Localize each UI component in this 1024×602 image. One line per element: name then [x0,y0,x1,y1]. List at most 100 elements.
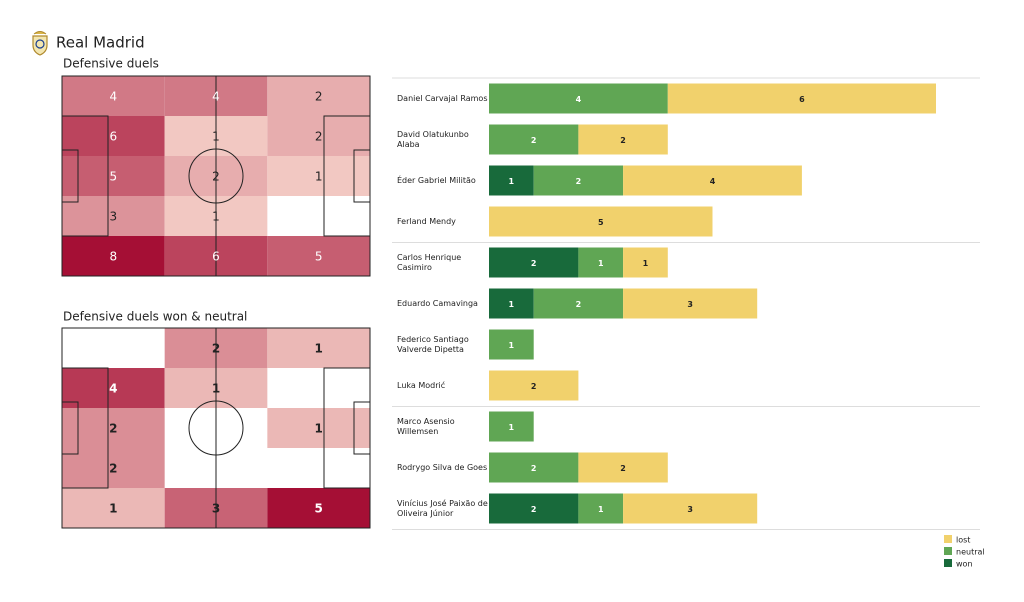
bar-segment [578,124,668,155]
bar-segment [489,370,579,401]
heat-cell [267,76,370,116]
bar-segment [489,165,534,196]
heat-cell [62,116,165,156]
player-label: Carlos Henrique Casimiro [397,252,462,272]
heat-label: 5 [314,502,322,516]
heat-cell [267,156,370,196]
heat-label: 2 [212,342,220,356]
bar-value: 4 [576,95,582,104]
club-crest [32,31,48,56]
heat-label: 5 [110,170,118,184]
player-label: Éder Gabriel Militão [397,175,476,185]
heat-label: 3 [212,502,220,516]
heat-label: 6 [212,250,220,264]
heat-cell [62,156,165,196]
bar-segment [578,247,624,278]
bar-segment [489,247,579,278]
bar-value: 2 [531,259,537,268]
goal-area [353,149,371,203]
legend-swatch [944,559,952,567]
bar-segment [489,83,668,114]
bar-value: 2 [620,136,626,145]
heat-cell [267,488,370,528]
bar-segment [489,206,713,237]
bar-segment [667,83,936,114]
bar-value: 3 [687,300,693,309]
heat-cell [62,368,165,408]
player-label: Daniel Carvajal Ramos [397,93,488,103]
player-label: Rodrygo Silva de Goes [397,462,488,472]
bar-segment [623,247,668,278]
heat-cell [62,448,165,488]
bar-value: 1 [509,177,515,186]
heat-label: 8 [110,250,118,264]
heat-label: 1 [315,170,323,184]
heat-cell [62,236,165,276]
bar-segment [533,165,624,196]
heat-cell [62,408,165,448]
heat-label: 2 [315,130,323,144]
heat-label: 4 [109,382,117,396]
heat-label: 2 [109,462,117,476]
bar-segment [623,493,758,524]
heat-cell [267,408,370,448]
player-label: Ferland Mendy [397,216,456,226]
goal-area [61,401,79,455]
bar-value: 1 [509,341,515,350]
heat-label: 4 [212,90,220,104]
bar-segment [489,288,534,319]
pitch-lines [61,327,371,529]
pitch-lines [61,75,371,277]
heatmap-title: Defensive duels won & neutral [63,310,247,324]
heat-label: 4 [110,90,118,104]
goal-area [353,401,371,455]
heat-label: 1 [212,210,220,224]
bar-value: 2 [531,136,537,145]
bar-segment [489,124,579,155]
bar-value: 1 [509,423,515,432]
heat-label: 1 [109,502,117,516]
heat-label: 3 [110,210,118,224]
legend-label: won [956,560,973,569]
heat-label: 1 [314,342,322,356]
bar-segment [533,288,624,319]
heat-cell [62,76,165,116]
heatmap-title: Defensive duels [63,57,159,71]
bar-value: 2 [531,505,537,514]
legend-swatch [944,547,952,555]
bar-segment [489,329,534,360]
heat-cell [267,328,370,368]
heat-label: 6 [110,130,118,144]
bar-segment [489,411,534,442]
bar-value: 6 [799,95,805,104]
player-label: Marco Asensio Willemsen [397,416,455,436]
player-label: Vinícius José Paixão de Oliveira Júnior [397,498,488,518]
heat-label: 1 [212,382,220,396]
player-label: Eduardo Camavinga [397,298,478,308]
bar-value: 2 [531,382,537,391]
bar-value: 2 [576,177,582,186]
goal-area [61,149,79,203]
heat-label: 1 [314,422,322,436]
bar-segment [623,288,758,319]
heat-label: 2 [212,170,220,184]
heat-cell [62,488,165,528]
bar-segment [489,493,579,524]
heat-label: 2 [315,90,323,104]
bar-value: 4 [710,177,716,186]
bar-value: 3 [687,505,693,514]
bar-value: 1 [643,259,649,268]
legend-swatch [944,535,952,543]
heat-cell [267,116,370,156]
bar-segment [578,493,624,524]
player-label: Federico Santiago Valverde Dipetta [397,334,469,354]
bar-segment [489,452,579,483]
centre-circle [188,148,244,204]
player-label: Luka Modrić [397,380,446,390]
heat-cell [267,236,370,276]
legend-label: neutral [956,548,985,557]
bar-segment [623,165,802,196]
bar-value: 2 [576,300,582,309]
